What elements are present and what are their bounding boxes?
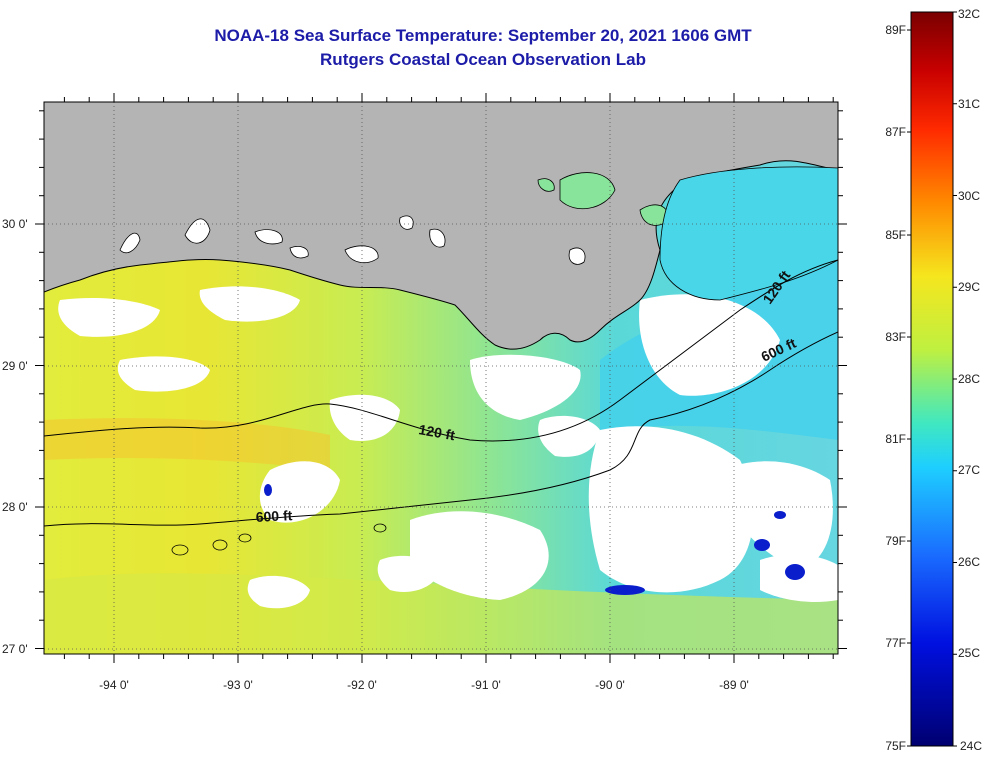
lat-label-29: 29 0' bbox=[2, 359, 28, 373]
cb-f-79: 79F bbox=[885, 534, 906, 548]
isobath-islands bbox=[171, 523, 387, 556]
temperature-colorbar bbox=[910, 11, 954, 747]
cb-c-25: 25C bbox=[958, 646, 980, 660]
cb-f-75: 75F bbox=[885, 739, 906, 753]
contour-label-120ft-west: 120 ft bbox=[417, 421, 456, 443]
map-subtitle: Rutgers Coastal Ocean Observation Lab bbox=[320, 50, 646, 69]
lat-label-27: 27 0' bbox=[2, 642, 28, 656]
lon-label-92: -92 0' bbox=[347, 678, 377, 692]
cloud-mask bbox=[58, 286, 838, 609]
lon-label-89: -89 0' bbox=[719, 678, 749, 692]
cb-f-81: 81F bbox=[885, 432, 906, 446]
lat-label-30: 30 0' bbox=[2, 217, 28, 231]
axis-ticks bbox=[35, 93, 847, 663]
isobath-120ft bbox=[44, 259, 838, 442]
cb-c-29: 29C bbox=[958, 280, 980, 294]
coastal-lakes-sst bbox=[537, 166, 838, 301]
contour-label-600ft-west: 600 ft bbox=[255, 507, 293, 525]
cb-c-30: 30C bbox=[958, 189, 980, 203]
colorbar-ticks bbox=[907, 11, 957, 747]
cb-c-31: 31C bbox=[958, 97, 980, 111]
cb-f-87: 87F bbox=[885, 125, 906, 139]
land-mass bbox=[44, 102, 838, 350]
lon-label-93: -93 0' bbox=[223, 678, 253, 692]
southern-water-band bbox=[44, 573, 838, 654]
cb-c-28: 28C bbox=[958, 372, 980, 386]
colorbar-celsius-labels: 32C 31C 30C 29C 28C 27C 26C 25C 24C bbox=[958, 7, 982, 753]
colorbar-fahrenheit-labels: 89F 87F 85F 83F 81F 79F 77F 75F bbox=[885, 23, 906, 753]
cb-c-24: 24C bbox=[960, 739, 982, 753]
cb-c-26: 26C bbox=[958, 555, 980, 569]
lon-label-91: -91 0' bbox=[471, 678, 501, 692]
cb-f-85: 85F bbox=[885, 228, 906, 242]
cb-f-83: 83F bbox=[885, 330, 906, 344]
isobath-600ft bbox=[44, 331, 838, 527]
map-frame bbox=[43, 101, 839, 655]
lat-label-28: 28 0' bbox=[2, 500, 28, 514]
lon-label-94: -94 0' bbox=[99, 678, 129, 692]
cb-f-89: 89F bbox=[885, 23, 906, 37]
lat-lon-grid bbox=[44, 102, 838, 654]
cb-c-32: 32C bbox=[958, 7, 980, 21]
inland-water bbox=[119, 215, 586, 265]
warm-water-band bbox=[44, 418, 330, 470]
cb-c-27: 27C bbox=[958, 463, 980, 477]
lon-label-90: -90 0' bbox=[595, 678, 625, 692]
cb-f-77: 77F bbox=[885, 636, 906, 650]
map-title: NOAA-18 Sea Surface Temperature: Septemb… bbox=[214, 26, 752, 45]
cold-pockets bbox=[264, 484, 805, 595]
